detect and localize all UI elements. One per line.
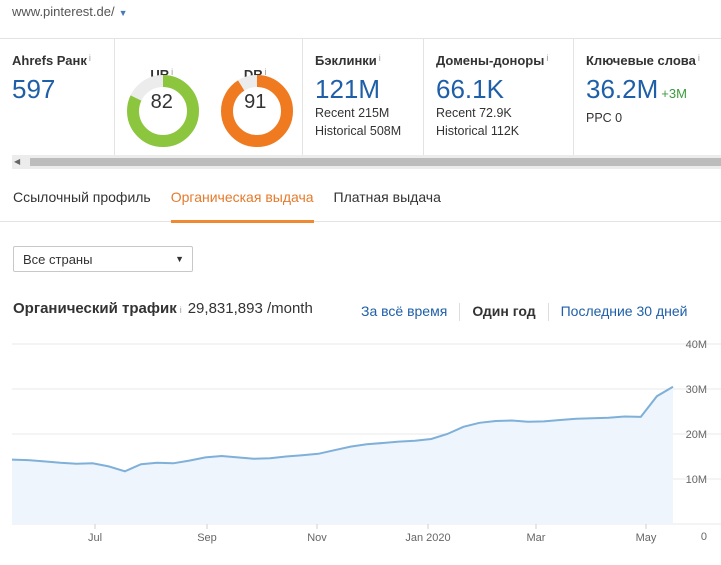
gauge-dr[interactable]: DR i 91 <box>209 53 303 155</box>
y-tick-label: 0 <box>701 531 707 543</box>
divider <box>547 303 549 321</box>
x-tick-label: Sep <box>197 532 217 544</box>
metric-keywords: Ключевые слова i 36.2M +3M PPC 0 <box>574 39 721 155</box>
info-icon[interactable]: i <box>546 53 549 63</box>
scroll-left-icon[interactable]: ◀ <box>14 157 21 166</box>
period-one-year[interactable]: Один год <box>472 303 536 319</box>
dr-gauge-ring <box>220 75 293 147</box>
tab-backlink-profile[interactable]: Ссылочный профиль <box>13 189 151 205</box>
organic-traffic-header: Органический трафик i 29,831,893 /month <box>13 300 313 317</box>
y-tick-label: 30M <box>686 384 707 396</box>
info-icon[interactable]: i <box>378 53 381 63</box>
metric-historical: Historical 112K <box>436 124 520 138</box>
y-tick-label: 20M <box>686 429 707 441</box>
y-tick-label: 40M <box>686 340 707 351</box>
metric-recent: Recent 72.9K <box>436 106 512 120</box>
tab-paid-search[interactable]: Платная выдача <box>333 189 441 205</box>
gauge-value: 82 <box>150 91 173 113</box>
organic-traffic-title: Органический трафик <box>13 300 177 317</box>
metric-ppc: PPC 0 <box>586 111 623 125</box>
metric-historical: Historical 508M <box>315 124 402 138</box>
info-icon[interactable]: i <box>697 53 700 63</box>
metrics-panel: Ahrefs Ранк i 597 UR i 82 DR i 91 Бэклинки i… <box>0 38 721 155</box>
caret-down-icon: ▼ <box>175 254 184 264</box>
metric-label: Домены-доноры <box>436 53 545 68</box>
tab-organic-search[interactable]: Органическая выдача <box>170 172 314 223</box>
gauge-ur[interactable]: UR i 82 <box>115 53 209 155</box>
metric-delta: +3M <box>661 86 687 101</box>
metric-referring-domains: Домены-доноры i 66.1K Recent 72.9K Histor… <box>424 39 574 155</box>
url-bar[interactable]: www.pinterest.de/ ▼ <box>12 4 128 19</box>
period-last-30-days[interactable]: Последние 30 дней <box>560 303 688 319</box>
horizontal-scrollbar[interactable]: ◀ <box>12 155 721 169</box>
x-tick-label: Mar <box>527 532 546 544</box>
chevron-down-icon[interactable]: ▼ <box>118 7 128 18</box>
info-icon[interactable]: i <box>179 305 182 315</box>
metric-recent: Recent 215M <box>315 106 390 120</box>
gauge-value: 91 <box>244 91 267 113</box>
series-line <box>11 385 674 473</box>
divider <box>459 303 461 321</box>
organic-traffic-value: 29,831,893 /month <box>187 300 313 317</box>
metric-label: Ключевые слова <box>586 53 696 68</box>
country-select[interactable]: Все страны ▼ <box>13 246 193 272</box>
series-area <box>12 386 673 524</box>
metric-value[interactable]: 36.2M <box>586 74 659 104</box>
metric-gauges: UR i 82 DR i 91 <box>115 39 303 155</box>
period-all-time[interactable]: За всё время <box>361 303 448 319</box>
info-icon[interactable]: i <box>171 67 174 77</box>
x-tick-label: May <box>636 532 657 544</box>
site-url[interactable]: www.pinterest.de/ <box>12 4 115 19</box>
metric-label: Бэклинки <box>315 53 377 68</box>
metric-backlinks: Бэклинки i 121M Recent 215M Historical 50… <box>303 39 424 155</box>
metric-label: Ahrefs Ранк <box>12 53 87 68</box>
scrollbar-thumb[interactable] <box>30 158 721 166</box>
x-tick-label: Jul <box>88 532 102 544</box>
x-tick-label: Nov <box>307 532 327 544</box>
metric-ahrefs-rank: Ahrefs Ранк i 597 <box>0 39 115 155</box>
ur-gauge-ring <box>127 75 199 147</box>
tab-bar: Ссылочный профиль Органическая выдача Пл… <box>0 172 721 223</box>
metric-value[interactable]: 66.1K <box>436 74 504 104</box>
x-tick-label: Jan 2020 <box>405 532 450 544</box>
period-selector: За всё время Один год Последние 30 дней <box>361 303 699 321</box>
metric-value[interactable]: 121M <box>315 74 381 104</box>
metric-value[interactable]: 597 <box>12 74 56 104</box>
info-icon[interactable]: i <box>264 67 267 77</box>
y-tick-label: 10M <box>686 474 707 486</box>
info-icon[interactable]: i <box>88 53 91 63</box>
organic-traffic-chart: 40M 30M 20M 10M 0 Jul Sep Nov Jan 2020 Mar May <box>11 340 721 544</box>
country-select-value: Все страны <box>23 252 93 267</box>
